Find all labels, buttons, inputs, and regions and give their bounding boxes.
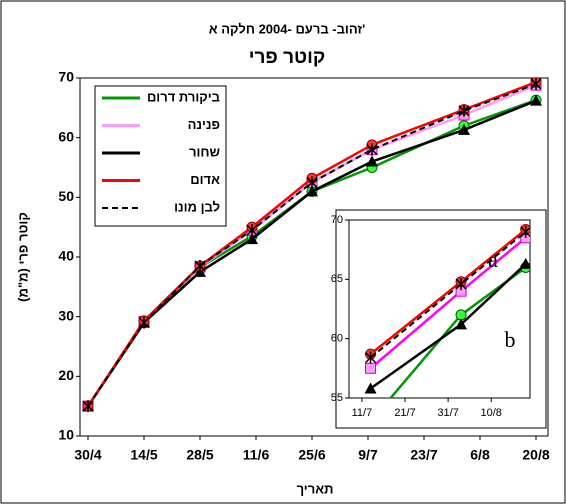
chart-title: קוטר פרי <box>249 47 326 68</box>
y-tick-label: 20 <box>58 367 74 383</box>
y-tick-label: 60 <box>331 333 343 345</box>
x-tick-label: 31/7 <box>437 407 458 419</box>
series-group <box>82 78 542 413</box>
y-tick-label: 65 <box>331 273 343 285</box>
marker <box>520 225 530 238</box>
x-tick-label: 21/7 <box>394 407 415 419</box>
x-axis-label: תאריך <box>297 481 334 496</box>
y-tick-label: 50 <box>58 188 74 204</box>
marker <box>366 143 378 156</box>
marker <box>364 382 377 394</box>
marker <box>365 351 377 364</box>
marker <box>458 123 470 135</box>
x-tick-label: 9/7 <box>358 447 378 463</box>
marker <box>455 278 467 291</box>
marker <box>519 257 530 269</box>
x-tick-label: 6/8 <box>470 447 490 463</box>
marker <box>530 78 542 90</box>
y-tick-label: 30 <box>58 307 74 323</box>
legend-label: אדום <box>190 172 220 187</box>
x-tick-label: 10/8 <box>481 407 502 419</box>
annotation: a <box>488 247 498 272</box>
x-tick-label: 28/5 <box>186 447 213 463</box>
marker <box>246 224 258 237</box>
marker <box>246 233 258 245</box>
marker <box>306 185 318 197</box>
legend-label: ביקורת דרום <box>147 89 220 104</box>
y-tick-label: 70 <box>58 69 74 85</box>
legend <box>94 85 227 227</box>
marker <box>82 400 94 413</box>
y-tick-label: 70 <box>331 214 343 226</box>
marker <box>530 94 542 106</box>
legend-label: לבן מונו <box>174 199 220 214</box>
x-tick-label: 23/7 <box>410 447 437 463</box>
marker <box>138 316 150 329</box>
x-tick-label: 11/6 <box>243 447 270 463</box>
y-axis-label: קוטר פרי (מ"מ) <box>15 212 30 302</box>
marker <box>458 104 470 117</box>
series-line <box>369 231 527 359</box>
y-tick-label: 55 <box>331 392 343 404</box>
y-tick-label: 10 <box>58 427 74 443</box>
x-tick-label: 30/4 <box>74 447 101 463</box>
series-group <box>364 223 530 398</box>
marker <box>306 176 318 189</box>
chart-subtitle: זהוב- ברעם -2004 חלקה א' <box>209 21 365 36</box>
marker <box>194 259 206 272</box>
x-tick-label: 20/8 <box>522 447 549 463</box>
x-tick-label: 11/7 <box>352 407 373 419</box>
marker <box>365 362 377 374</box>
legend-label: פנינה <box>188 117 220 132</box>
x-tick-label: 14/5 <box>130 447 157 463</box>
marker <box>366 155 378 167</box>
legend-label: שחור <box>189 144 220 159</box>
series-line <box>87 83 537 407</box>
x-tick-label: 25/6 <box>298 447 325 463</box>
y-tick-label: 60 <box>58 128 74 144</box>
annotation: b <box>505 327 516 352</box>
marker <box>455 318 468 330</box>
y-tick-label: 40 <box>58 248 74 264</box>
series-line <box>86 81 537 407</box>
